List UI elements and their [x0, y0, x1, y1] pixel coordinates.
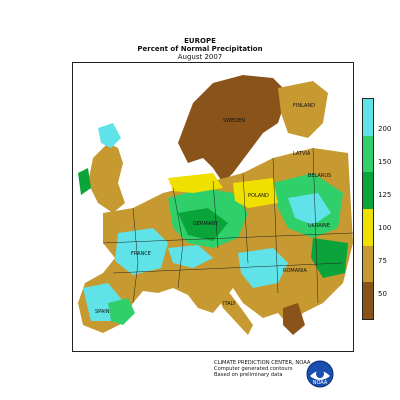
legend-label-100: 100: [378, 224, 392, 232]
legend-band-3: [363, 209, 373, 246]
label-finland: FINLAND: [293, 103, 316, 109]
legend-label-125: 125: [378, 191, 392, 199]
legend-band-5: [363, 282, 373, 319]
legend-band-4: [363, 245, 373, 283]
north-germany-near-normal: [168, 173, 223, 193]
spain-wet: [108, 298, 135, 325]
scandinavia-dry: [248, 98, 278, 133]
label-germany: GERMANY: [193, 221, 219, 227]
map-canvas: [78, 75, 353, 335]
legend-label-75: 75: [378, 257, 387, 265]
greece-land: [283, 303, 305, 335]
eastern-europe-very-wet: [288, 193, 331, 225]
credit-line-1: CLIMATE PREDICTION CENTER, NOAA: [214, 360, 311, 366]
legend-band-1: [363, 135, 373, 173]
wet-regions: [83, 98, 348, 325]
ukraine-very-wet: [311, 238, 348, 278]
label-ukraine: UKRAINE: [308, 223, 331, 229]
label-spain: SPAIN: [95, 309, 110, 315]
france-very-wet: [115, 228, 168, 275]
precipitation-map: FRANCE SPAIN GERMANY POLAND UKRAINE BELA…: [72, 62, 354, 352]
label-belarus: BELARUS: [308, 173, 332, 179]
legend-label-50: 50: [378, 290, 387, 298]
borders: [102, 147, 353, 304]
legend-band-2: [363, 172, 373, 209]
map-subtitle: Percent of Normal Precipitation: [137, 45, 263, 53]
italy-land: [213, 283, 253, 335]
label-poland: POLAND: [248, 193, 269, 199]
precipitation-legend: [362, 98, 374, 320]
poland-near-normal: [233, 178, 278, 208]
uk-wet: [98, 123, 121, 148]
label-italy: ITALY: [223, 301, 236, 307]
legend-label-150: 150: [378, 158, 392, 166]
label-latvia: LATVIA: [293, 151, 311, 157]
legend-band-0: [363, 99, 373, 136]
map-date: August 2007: [177, 53, 223, 61]
ireland-land: [78, 168, 91, 195]
credit-line-2: Computer generated contours: [214, 366, 293, 372]
label-sweden: SWEDEN: [223, 118, 246, 124]
label-romania: ROMANIA: [283, 268, 307, 274]
legend-label-200: 200: [378, 125, 392, 133]
alps-wet: [168, 245, 213, 268]
map-title: EUROPE: [184, 37, 216, 45]
balkans-wet: [238, 248, 288, 288]
credit-line-3: Based on preliminary data: [214, 372, 283, 378]
label-france: FRANCE: [131, 251, 151, 257]
british-isles-land: [88, 143, 125, 213]
noaa-logo: NOAA: [306, 360, 334, 388]
noaa-logo-text: NOAA: [313, 380, 328, 386]
finland-land: [278, 81, 328, 138]
